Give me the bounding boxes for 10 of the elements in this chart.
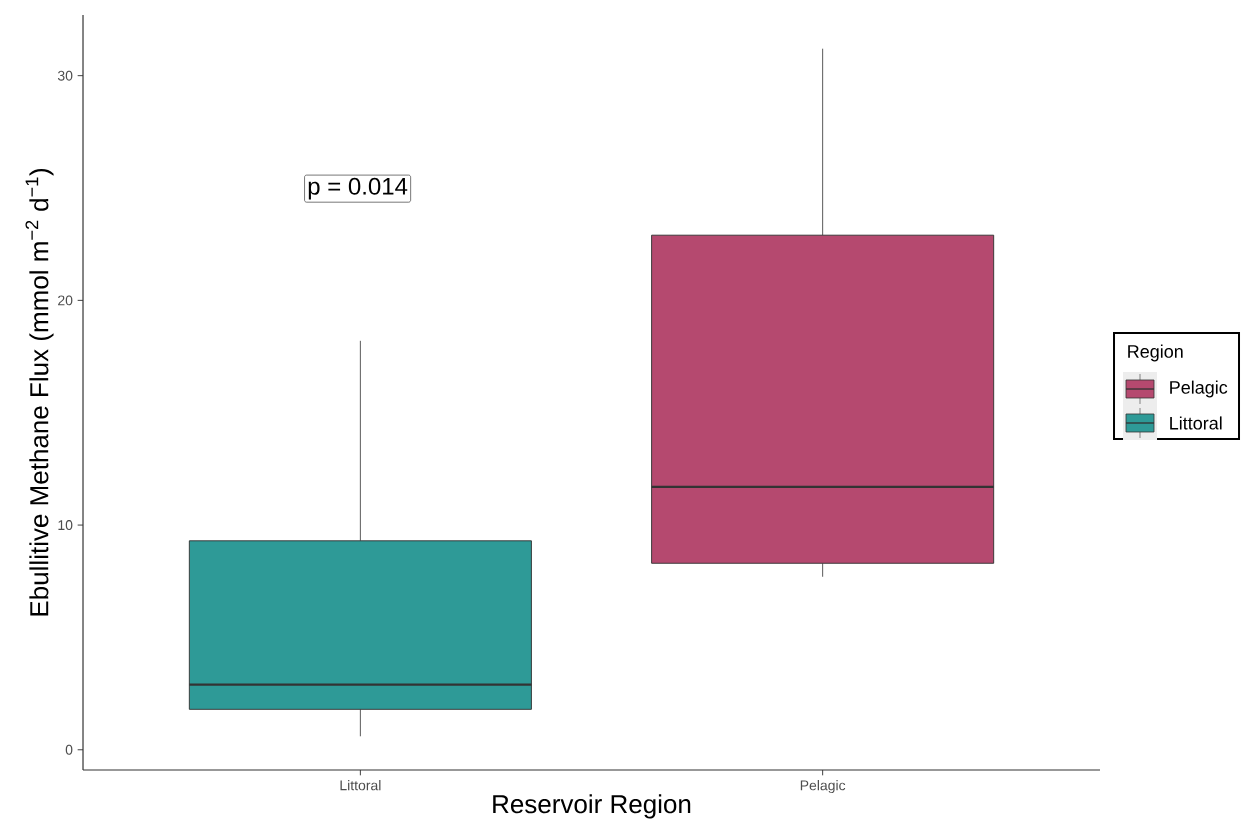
y-tick-label: 30 xyxy=(57,70,73,81)
y-axis-title: Ebullitive Methane Flux (mmol m$^{−2}$ d$^{−1}$) xyxy=(25,168,54,616)
legend-label: Littoral xyxy=(1170,416,1222,430)
y-tick-label: 10 xyxy=(58,520,73,531)
legend-label: Pelagic xyxy=(1170,380,1228,398)
legend-title: Region xyxy=(1128,344,1183,362)
y-tick-label: 20 xyxy=(58,295,73,306)
annotation: p = 0.014 xyxy=(308,177,408,200)
x-axis-title: Reservoir Region xyxy=(493,794,691,819)
y-tick-label: 0 xyxy=(65,744,73,755)
